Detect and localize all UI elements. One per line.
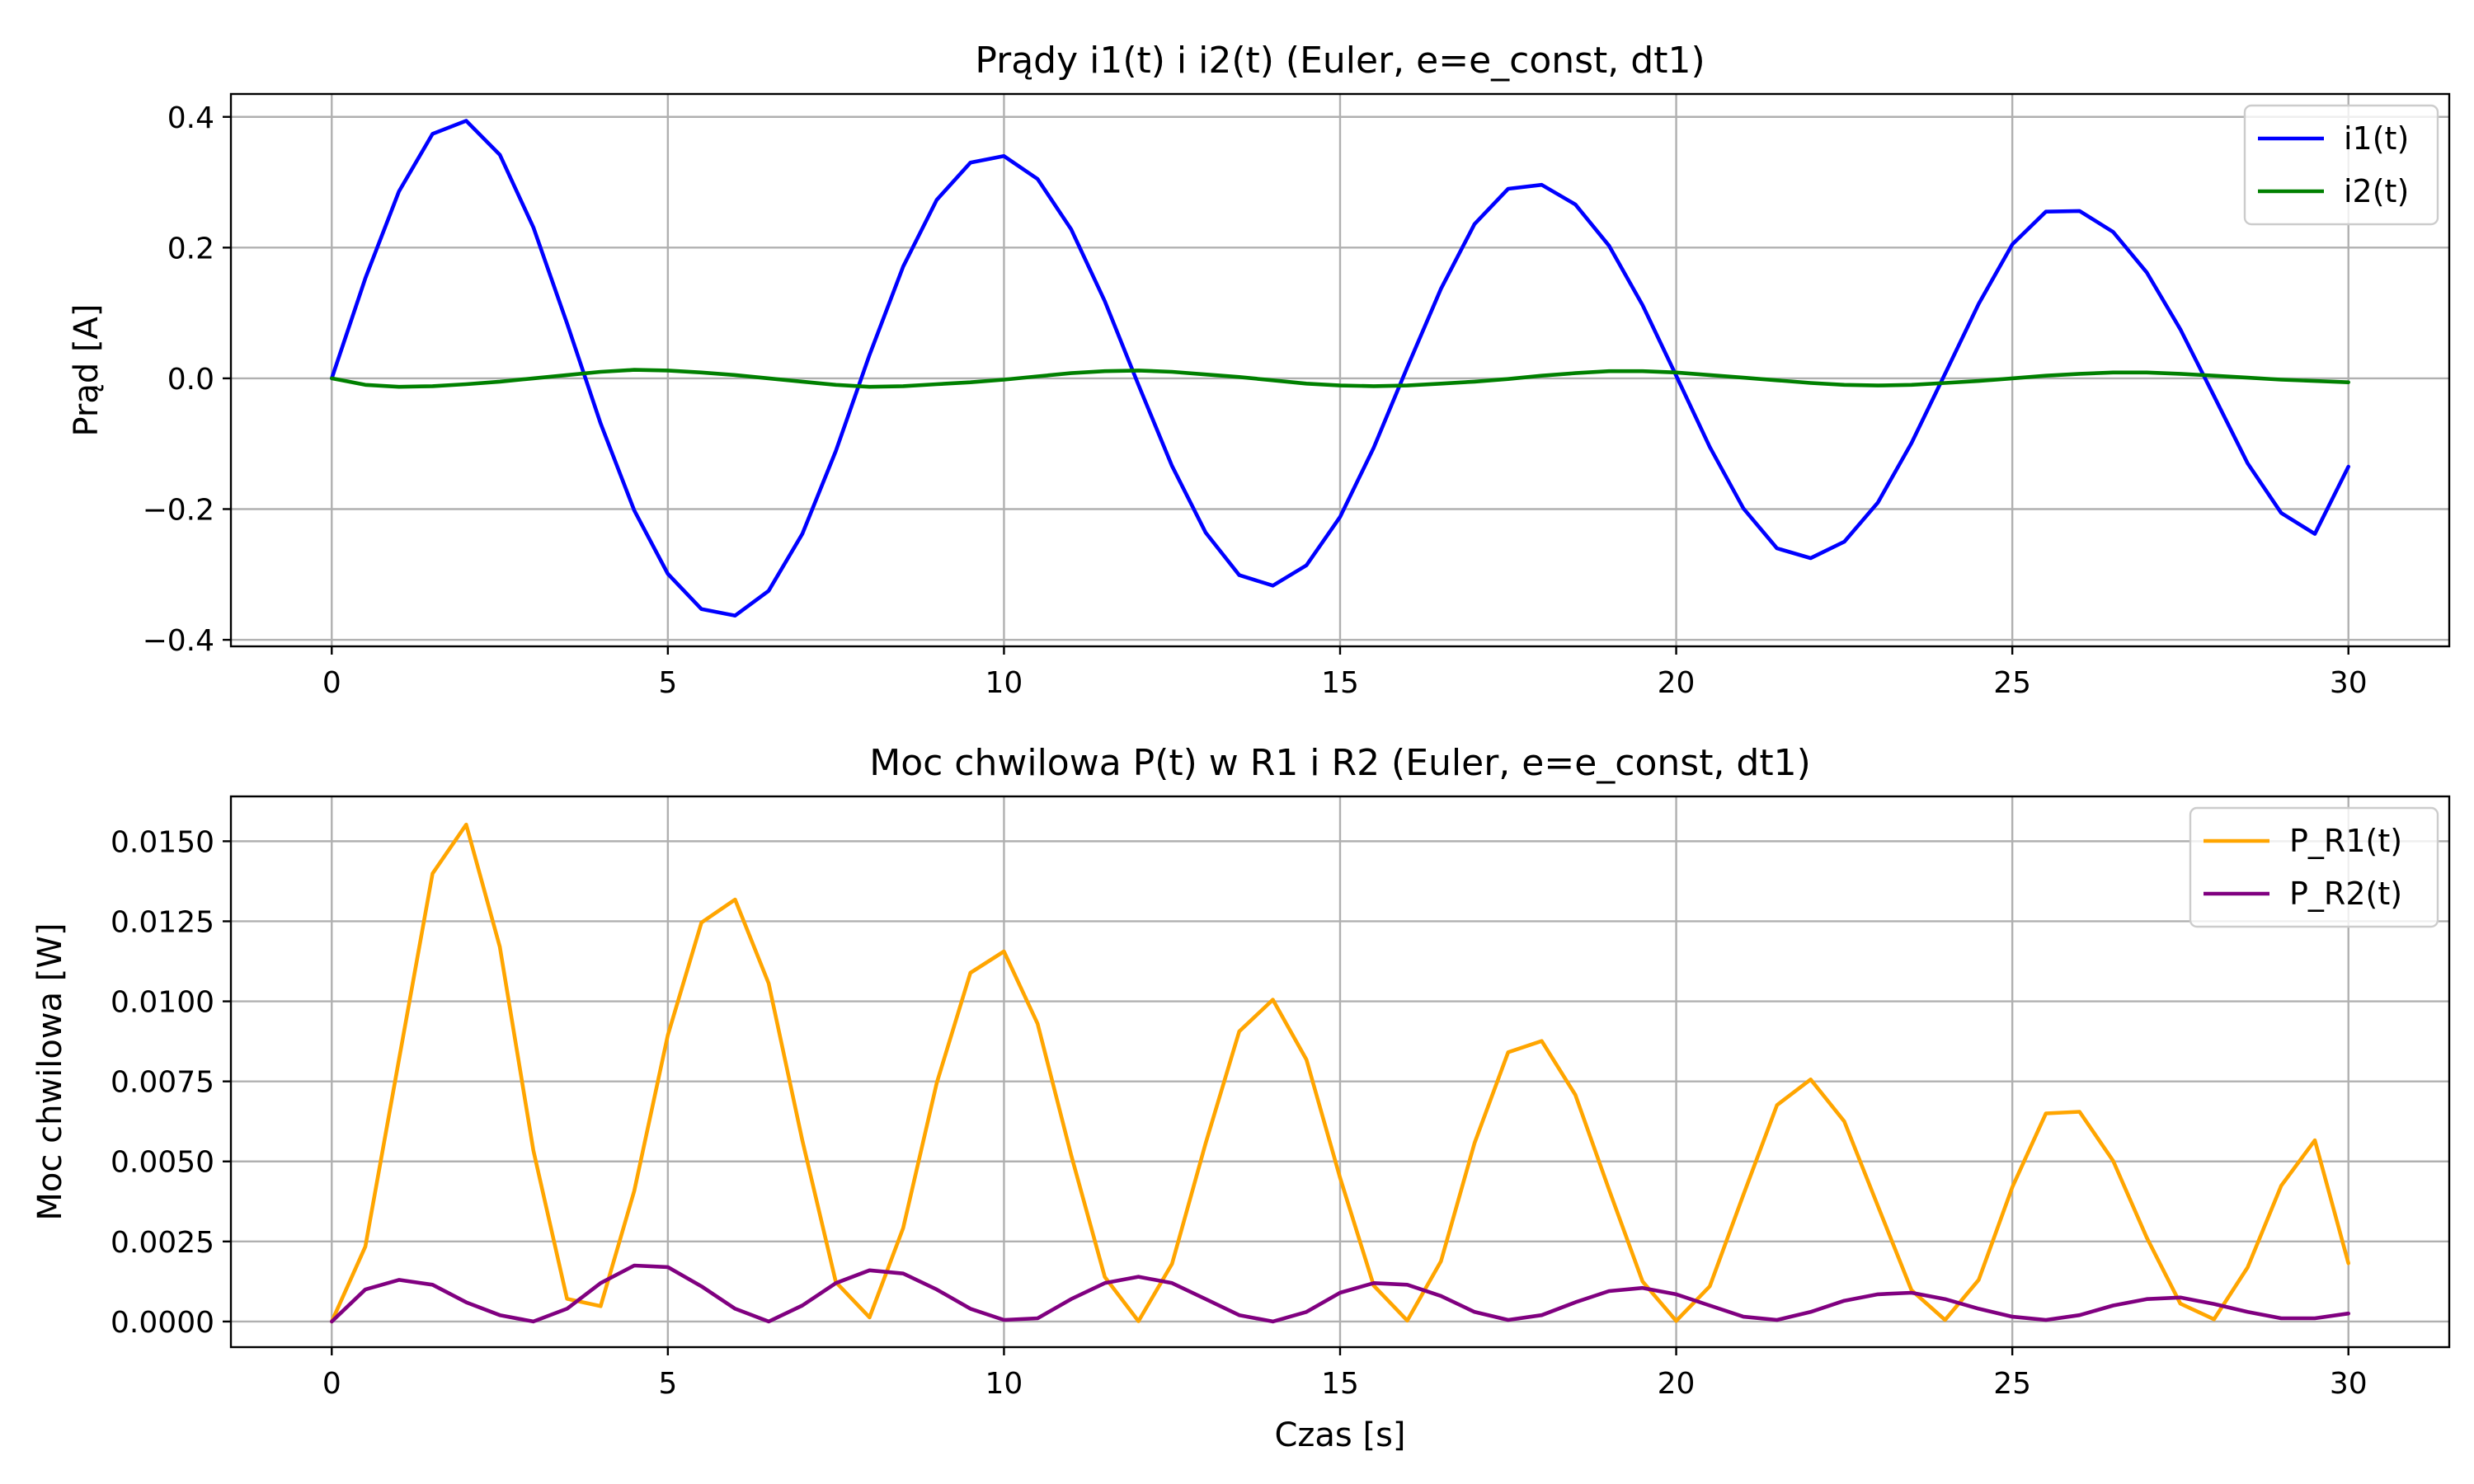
chart-title-power: Moc chwilowa P(t) w R1 i R2 (Euler, e=e_… <box>869 742 1811 784</box>
y-tick-label-2: 0.0 <box>167 363 214 397</box>
y-tick-label-3: 0.0075 <box>111 1066 214 1100</box>
grid-power <box>231 796 2449 1347</box>
grid-currents <box>231 94 2449 646</box>
legend-label-1: P_R2(t) <box>2289 876 2402 912</box>
y-tick-label-6: 0.0150 <box>111 825 214 859</box>
y-tick-label-0: 0.0000 <box>111 1306 214 1340</box>
series-group-currents <box>329 119 2350 618</box>
x-tick-label-6: 30 <box>2330 666 2368 700</box>
x-tick-label-5: 25 <box>1993 666 2031 700</box>
legend-power: P_R1(t) P_R2(t) <box>2189 806 2439 928</box>
series-line-pr1t <box>329 822 2350 1324</box>
y-tick-label-2: 0.0050 <box>111 1146 214 1180</box>
chart-currents: 0 5 10 15 20 25 30 −0.4 −0.2 0.0 0.2 0.4 Prądy i1(t… <box>68 40 2451 700</box>
x-tick-label-6: 30 <box>2330 1367 2368 1401</box>
x-tick-label-1: 5 <box>658 666 677 700</box>
legend-box <box>2243 104 2439 226</box>
x-tick-label-2: 10 <box>985 666 1023 700</box>
x-tick-label-5: 25 <box>1993 1367 2031 1401</box>
y-tick-label-5: 0.0125 <box>111 905 214 939</box>
chart-power: 0 5 10 15 20 25 30 0.0000 0.0025 0.0050 0.0075 0.01… <box>31 742 2451 1454</box>
x-tick-label-3: 15 <box>1321 1367 1359 1401</box>
series-group-power <box>329 822 2350 1324</box>
legend-currents: i1(t) i2(t) <box>2243 104 2439 226</box>
y-tick-label-0: −0.4 <box>143 624 214 658</box>
y-tick-label-1: −0.2 <box>143 493 214 527</box>
y-tick-label-3: 0.2 <box>167 232 214 265</box>
y-tick-label-4: 0.4 <box>167 101 214 135</box>
x-tick-label-2: 10 <box>985 1367 1023 1401</box>
series-line-pr2t <box>329 1263 2350 1324</box>
series-line-i2t <box>329 368 2350 389</box>
ticks-power: 0 5 10 15 20 25 30 0.0000 0.0025 0.0050 0.0075 0.01… <box>111 825 2368 1401</box>
x-tick-label-0: 0 <box>322 666 341 700</box>
y-axis-label-power: Moc chwilowa [W] <box>31 923 69 1220</box>
legend-label-0: P_R1(t) <box>2289 823 2402 859</box>
x-tick-label-4: 20 <box>1658 666 1696 700</box>
x-tick-label-1: 5 <box>658 1367 677 1401</box>
x-tick-label-0: 0 <box>322 1367 341 1401</box>
y-axis-label-currents: Prąd [A] <box>68 303 106 436</box>
legend-label-1: i2(t) <box>2344 173 2409 209</box>
y-tick-label-4: 0.0100 <box>111 986 214 1020</box>
legend-box <box>2189 806 2439 928</box>
x-tick-label-4: 20 <box>1658 1367 1696 1401</box>
x-axis-label-power: Czas [s] <box>1274 1416 1405 1454</box>
ticks-currents: 0 5 10 15 20 25 30 −0.4 −0.2 0.0 0.2 0.4 <box>143 101 2368 700</box>
x-tick-label-3: 15 <box>1321 666 1359 700</box>
legend-label-0: i1(t) <box>2344 120 2409 157</box>
y-tick-label-1: 0.0025 <box>111 1226 214 1260</box>
chart-title-currents: Prądy i1(t) i i2(t) (Euler, e=e_const, d… <box>975 40 1705 82</box>
series-line-i1t <box>329 119 2350 618</box>
